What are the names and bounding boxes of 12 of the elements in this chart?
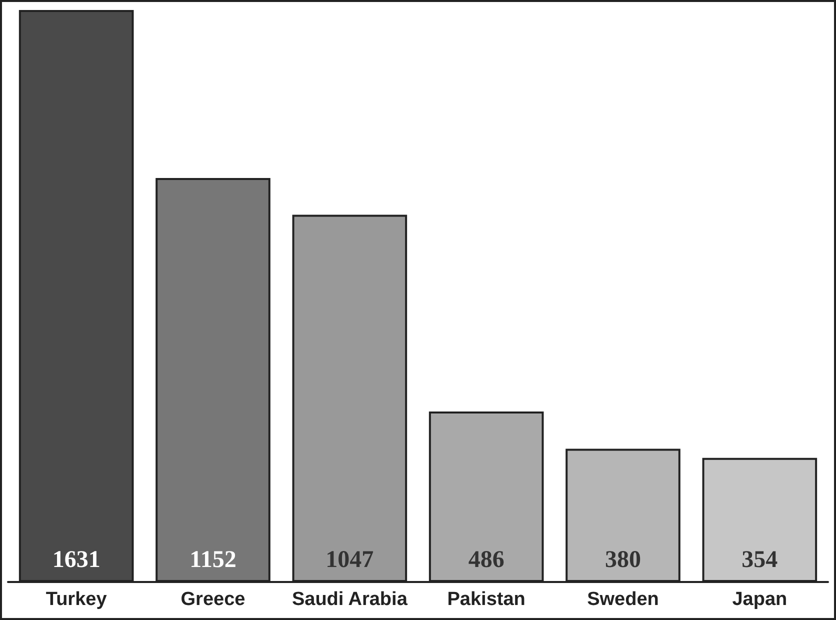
data-label: 1152 (190, 547, 236, 573)
data-label: 354 (742, 547, 778, 573)
x-tick-label: Greece (180, 589, 246, 610)
x-tick-label: Japan (732, 589, 788, 610)
x-tick-label: Saudi Arabia (292, 589, 408, 610)
x-tick-label: Turkey (46, 589, 108, 610)
data-label: 1047 (326, 547, 374, 573)
data-label: 486 (468, 547, 504, 573)
data-label: 1631 (52, 547, 100, 573)
data-label: 380 (605, 547, 641, 573)
x-tick-label: Pakistan (447, 589, 526, 610)
x-tick-label: Sweden (587, 589, 659, 610)
